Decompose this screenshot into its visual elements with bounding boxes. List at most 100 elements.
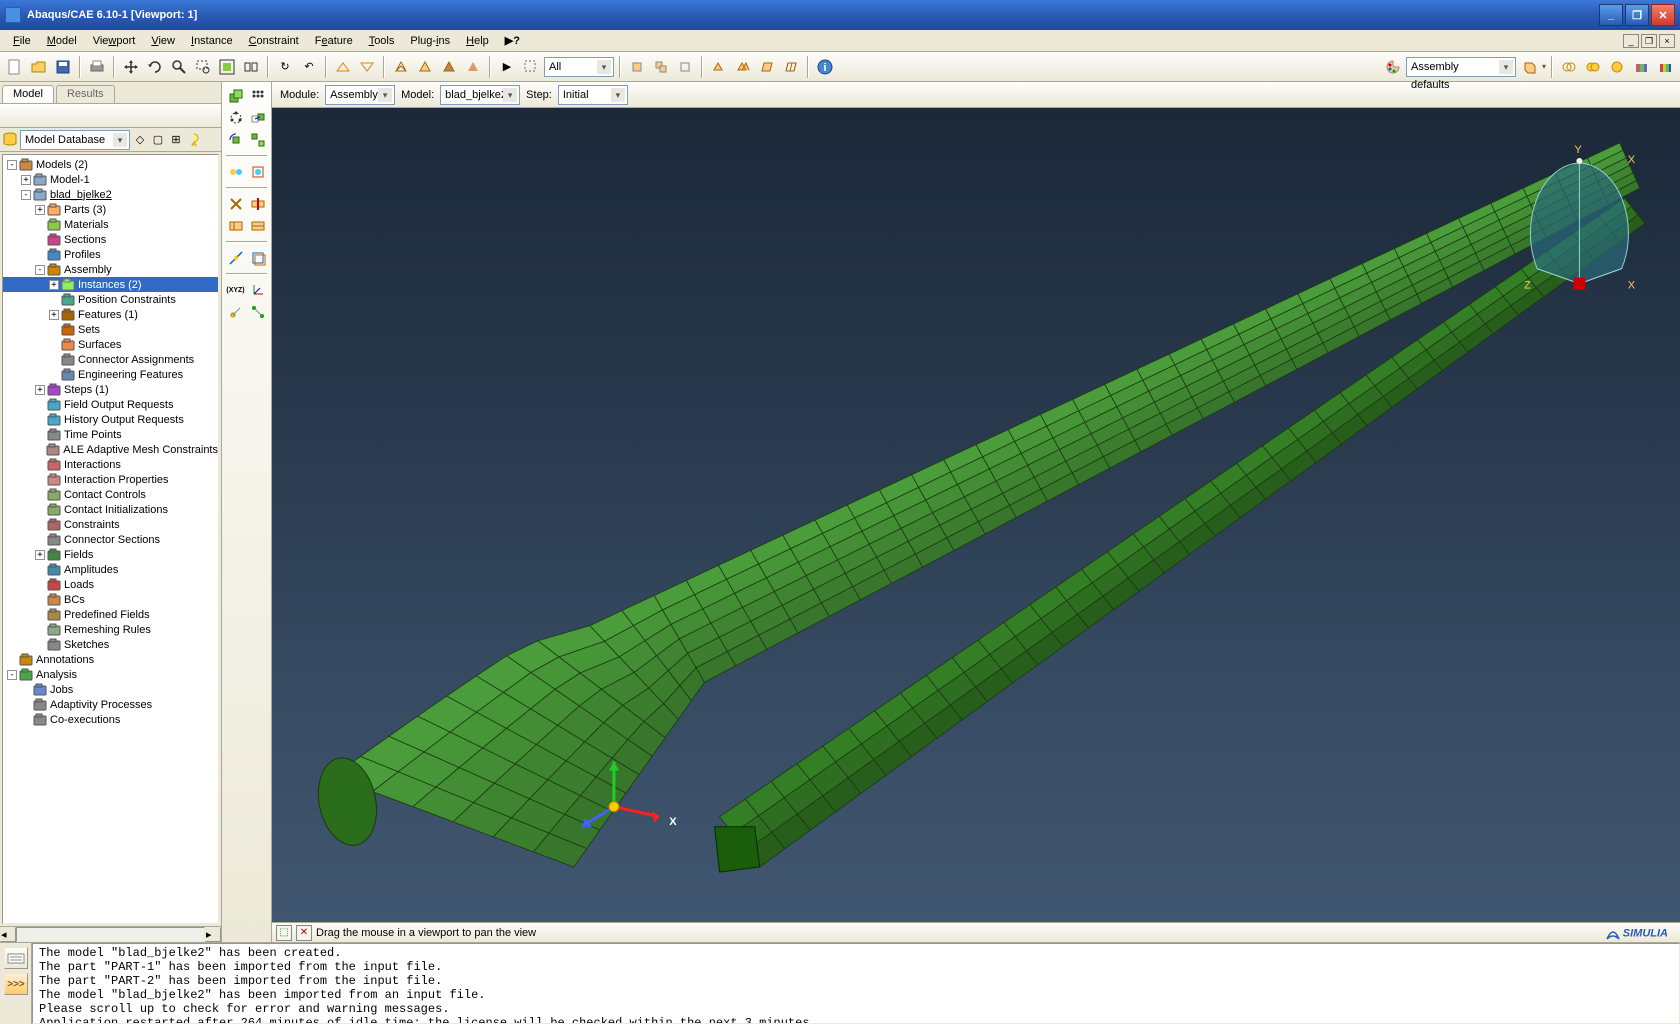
tree-item-assembly[interactable]: -Assembly bbox=[3, 262, 218, 277]
select-opts3-button[interactable] bbox=[674, 56, 696, 78]
view-undo-button[interactable]: ↶ bbox=[298, 56, 320, 78]
tree-item-sets[interactable]: Sets bbox=[3, 322, 218, 337]
tree-item-loads[interactable]: Loads bbox=[3, 577, 218, 592]
color-mode3-button[interactable] bbox=[1606, 56, 1628, 78]
module-dropdown[interactable]: Assembly bbox=[325, 85, 395, 105]
persp1-button[interactable] bbox=[332, 56, 354, 78]
tree-item-profiles[interactable]: Profiles bbox=[3, 247, 218, 262]
persp2-button[interactable] bbox=[356, 56, 378, 78]
tool-partition2-button[interactable] bbox=[248, 216, 268, 236]
message-log[interactable]: The model "blad_bjelke2" has been create… bbox=[32, 943, 1680, 1024]
menu-help[interactable]: Help bbox=[458, 33, 497, 49]
menu-whatsthis[interactable]: ▶? bbox=[497, 32, 528, 49]
tree-item-blad-bjelke2[interactable]: -blad_bjelke2 bbox=[3, 187, 218, 202]
color-mode1-button[interactable] bbox=[1558, 56, 1580, 78]
color-mode5-button[interactable] bbox=[1654, 56, 1676, 78]
display-group4-button[interactable] bbox=[780, 56, 802, 78]
tree-item-remeshing-rules[interactable]: Remeshing Rules bbox=[3, 622, 218, 637]
new-button[interactable] bbox=[4, 56, 26, 78]
tree-item-history-output-requests[interactable]: History Output Requests bbox=[3, 412, 218, 427]
save-button[interactable] bbox=[52, 56, 74, 78]
tool-instance-button[interactable] bbox=[226, 86, 246, 106]
select-arrow-button[interactable]: ▶ bbox=[496, 56, 518, 78]
tree-item-jobs[interactable]: Jobs bbox=[3, 682, 218, 697]
close-button[interactable]: ✕ bbox=[1651, 4, 1675, 26]
tree-item-materials[interactable]: Materials bbox=[3, 217, 218, 232]
menu-feature[interactable]: Feature bbox=[307, 33, 361, 49]
tree-hscroll[interactable]: ◂▸ bbox=[0, 926, 221, 942]
expander-icon[interactable]: + bbox=[35, 550, 45, 560]
tree-item-analysis[interactable]: -Analysis bbox=[3, 667, 218, 682]
display-group1-button[interactable] bbox=[708, 56, 730, 78]
query-button[interactable]: i bbox=[814, 56, 836, 78]
tool-rotate-button[interactable] bbox=[226, 130, 246, 150]
color-mode4-button[interactable] bbox=[1630, 56, 1652, 78]
tool-merge-button[interactable] bbox=[226, 194, 246, 214]
tree-item-amplitudes[interactable]: Amplitudes bbox=[3, 562, 218, 577]
tree-item-parts-3-[interactable]: +Parts (3) bbox=[3, 202, 218, 217]
menu-file[interactable]: File bbox=[5, 33, 39, 49]
tree-item-adaptivity-processes[interactable]: Adaptivity Processes bbox=[3, 697, 218, 712]
menu-instance[interactable]: Instance bbox=[183, 33, 241, 49]
tool-constraint2-button[interactable] bbox=[248, 162, 268, 182]
message-kbd-button[interactable] bbox=[4, 947, 28, 969]
zoom-box-button[interactable] bbox=[192, 56, 214, 78]
tree-item-field-output-requests[interactable]: Field Output Requests bbox=[3, 397, 218, 412]
menu-model[interactable]: Model bbox=[39, 33, 85, 49]
render-shaded-button[interactable] bbox=[438, 56, 460, 78]
tree-item-interactions[interactable]: Interactions bbox=[3, 457, 218, 472]
color-palette-button[interactable] bbox=[1382, 56, 1404, 78]
message-cli-button[interactable]: >>> bbox=[4, 973, 28, 995]
tree-item-connector-assignments[interactable]: Connector Assignments bbox=[3, 352, 218, 367]
tool-csys-xyz-button[interactable]: (XYZ) bbox=[226, 280, 246, 300]
tip-icon[interactable] bbox=[186, 132, 202, 148]
tree-item-interaction-properties[interactable]: Interaction Properties bbox=[3, 472, 218, 487]
select-add-button[interactable] bbox=[520, 56, 542, 78]
color-opts-button[interactable] bbox=[1518, 56, 1540, 78]
pan-button[interactable] bbox=[120, 56, 142, 78]
tree-item-surfaces[interactable]: Surfaces bbox=[3, 337, 218, 352]
cycle-views-button[interactable] bbox=[240, 56, 262, 78]
render-shaded-edges-button[interactable] bbox=[462, 56, 484, 78]
model-dropdown[interactable]: blad_bjelke2 bbox=[440, 85, 520, 105]
tree-item-position-constraints[interactable]: Position Constraints bbox=[3, 292, 218, 307]
render-wire-button[interactable] bbox=[390, 56, 412, 78]
tree-item-fields[interactable]: +Fields bbox=[3, 547, 218, 562]
tool-datum1-button[interactable] bbox=[226, 248, 246, 268]
menu-tools[interactable]: Tools bbox=[361, 33, 403, 49]
tool-partition1-button[interactable] bbox=[226, 216, 246, 236]
maximize-button[interactable]: ❐ bbox=[1625, 4, 1649, 26]
db-filter1-button[interactable]: ◇ bbox=[132, 132, 148, 148]
tree-item-contact-initializations[interactable]: Contact Initializations bbox=[3, 502, 218, 517]
mdi-close-button[interactable]: × bbox=[1659, 34, 1675, 48]
tree-item-instances-2-[interactable]: +Instances (2) bbox=[3, 277, 218, 292]
tree-item-steps-1-[interactable]: +Steps (1) bbox=[3, 382, 218, 397]
view-iso-button[interactable]: ↻ bbox=[274, 56, 296, 78]
tree-item-features-1-[interactable]: +Features (1) bbox=[3, 307, 218, 322]
menu-view[interactable]: View bbox=[143, 33, 183, 49]
tab-results[interactable]: Results bbox=[56, 85, 115, 103]
tree-item-co-executions[interactable]: Co-executions bbox=[3, 712, 218, 727]
expander-icon[interactable]: + bbox=[49, 310, 59, 320]
model-tree[interactable]: -Models (2)+Model-1-blad_bjelke2+Parts (… bbox=[2, 154, 219, 924]
print-button[interactable] bbox=[86, 56, 108, 78]
expander-icon[interactable]: + bbox=[21, 175, 31, 185]
tool-translate-button[interactable] bbox=[248, 108, 268, 128]
tool-constraint1-button[interactable] bbox=[226, 162, 246, 182]
fit-button[interactable] bbox=[216, 56, 238, 78]
expander-icon[interactable]: + bbox=[49, 280, 59, 290]
mdi-restore-button[interactable]: ❐ bbox=[1641, 34, 1657, 48]
tool-csys-button[interactable] bbox=[248, 280, 268, 300]
expander-icon[interactable]: + bbox=[35, 205, 45, 215]
tab-model[interactable]: Model bbox=[2, 85, 54, 103]
expander-icon[interactable]: - bbox=[35, 265, 45, 275]
tree-item-ale-adaptive-mesh-constraints[interactable]: ALE Adaptive Mesh Constraints bbox=[3, 442, 218, 457]
select-filter-dropdown[interactable]: All bbox=[544, 57, 614, 77]
display-group3-button[interactable] bbox=[756, 56, 778, 78]
menu-plugins[interactable]: Plug-ins bbox=[402, 33, 458, 49]
tool-attachment-button[interactable] bbox=[248, 302, 268, 322]
render-hidden-button[interactable] bbox=[414, 56, 436, 78]
tree-item-bcs[interactable]: BCs bbox=[3, 592, 218, 607]
tree-item-model-1[interactable]: +Model-1 bbox=[3, 172, 218, 187]
tree-item-sketches[interactable]: Sketches bbox=[3, 637, 218, 652]
